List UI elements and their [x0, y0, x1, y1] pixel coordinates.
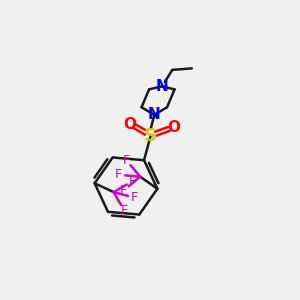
Text: N: N: [148, 107, 161, 122]
Text: F: F: [123, 154, 130, 167]
Text: S: S: [144, 127, 157, 145]
Text: F: F: [131, 191, 138, 204]
Text: F: F: [115, 168, 122, 181]
Text: F: F: [129, 175, 136, 188]
Text: F: F: [120, 184, 127, 197]
Text: N: N: [155, 79, 168, 94]
Text: O: O: [124, 117, 137, 132]
Text: O: O: [167, 120, 180, 135]
Text: F: F: [121, 204, 128, 217]
